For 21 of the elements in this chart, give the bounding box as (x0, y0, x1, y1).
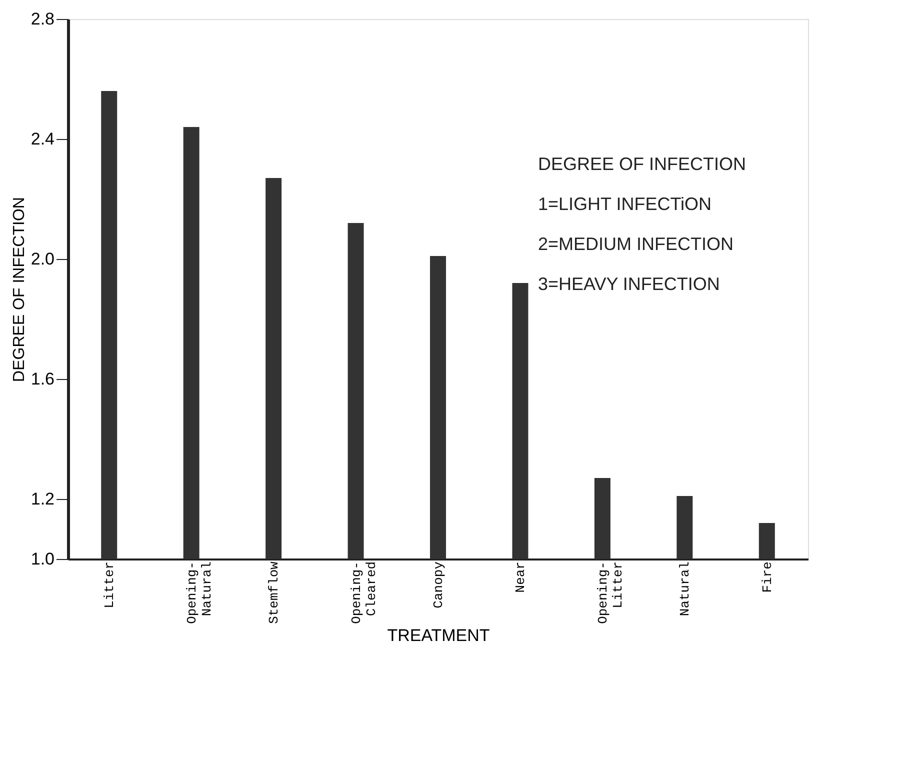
y-tick-label: 2.0 (30, 250, 54, 268)
x-tick-label: Litter (102, 562, 118, 608)
x-tick-label: Opening- Cleared (348, 562, 379, 624)
y-tick-label: 1.0 (30, 550, 54, 568)
y-axis-title: DEGREE OF INFECTION (10, 197, 28, 382)
x-tick-label: Natural (678, 561, 693, 616)
annotation: 3=HEAVY INFECTION (538, 274, 720, 294)
y-tick-label: 2.4 (30, 130, 54, 148)
x-tick-label: Opening- Natural (184, 561, 214, 624)
y-tick-label: 1.6 (30, 370, 54, 388)
annotation: 1=LIGHT INFECTiON (538, 194, 712, 214)
x-tick-label: Stemflow (266, 561, 282, 624)
y-tick-label: 2.8 (30, 10, 54, 28)
annotation: 2=MEDIUM INFECTION (538, 234, 734, 254)
x-tick-label: Canopy (431, 561, 446, 608)
x-tick-label: Opening- Litter (595, 562, 626, 624)
y-tick-label: 1.2 (30, 490, 54, 508)
x-axis-title: TREATMENT (387, 626, 490, 645)
annotation: DEGREE OF INFECTION (538, 154, 746, 174)
x-tick-label: Fire (760, 562, 775, 593)
x-tick-label: Near (513, 562, 528, 593)
